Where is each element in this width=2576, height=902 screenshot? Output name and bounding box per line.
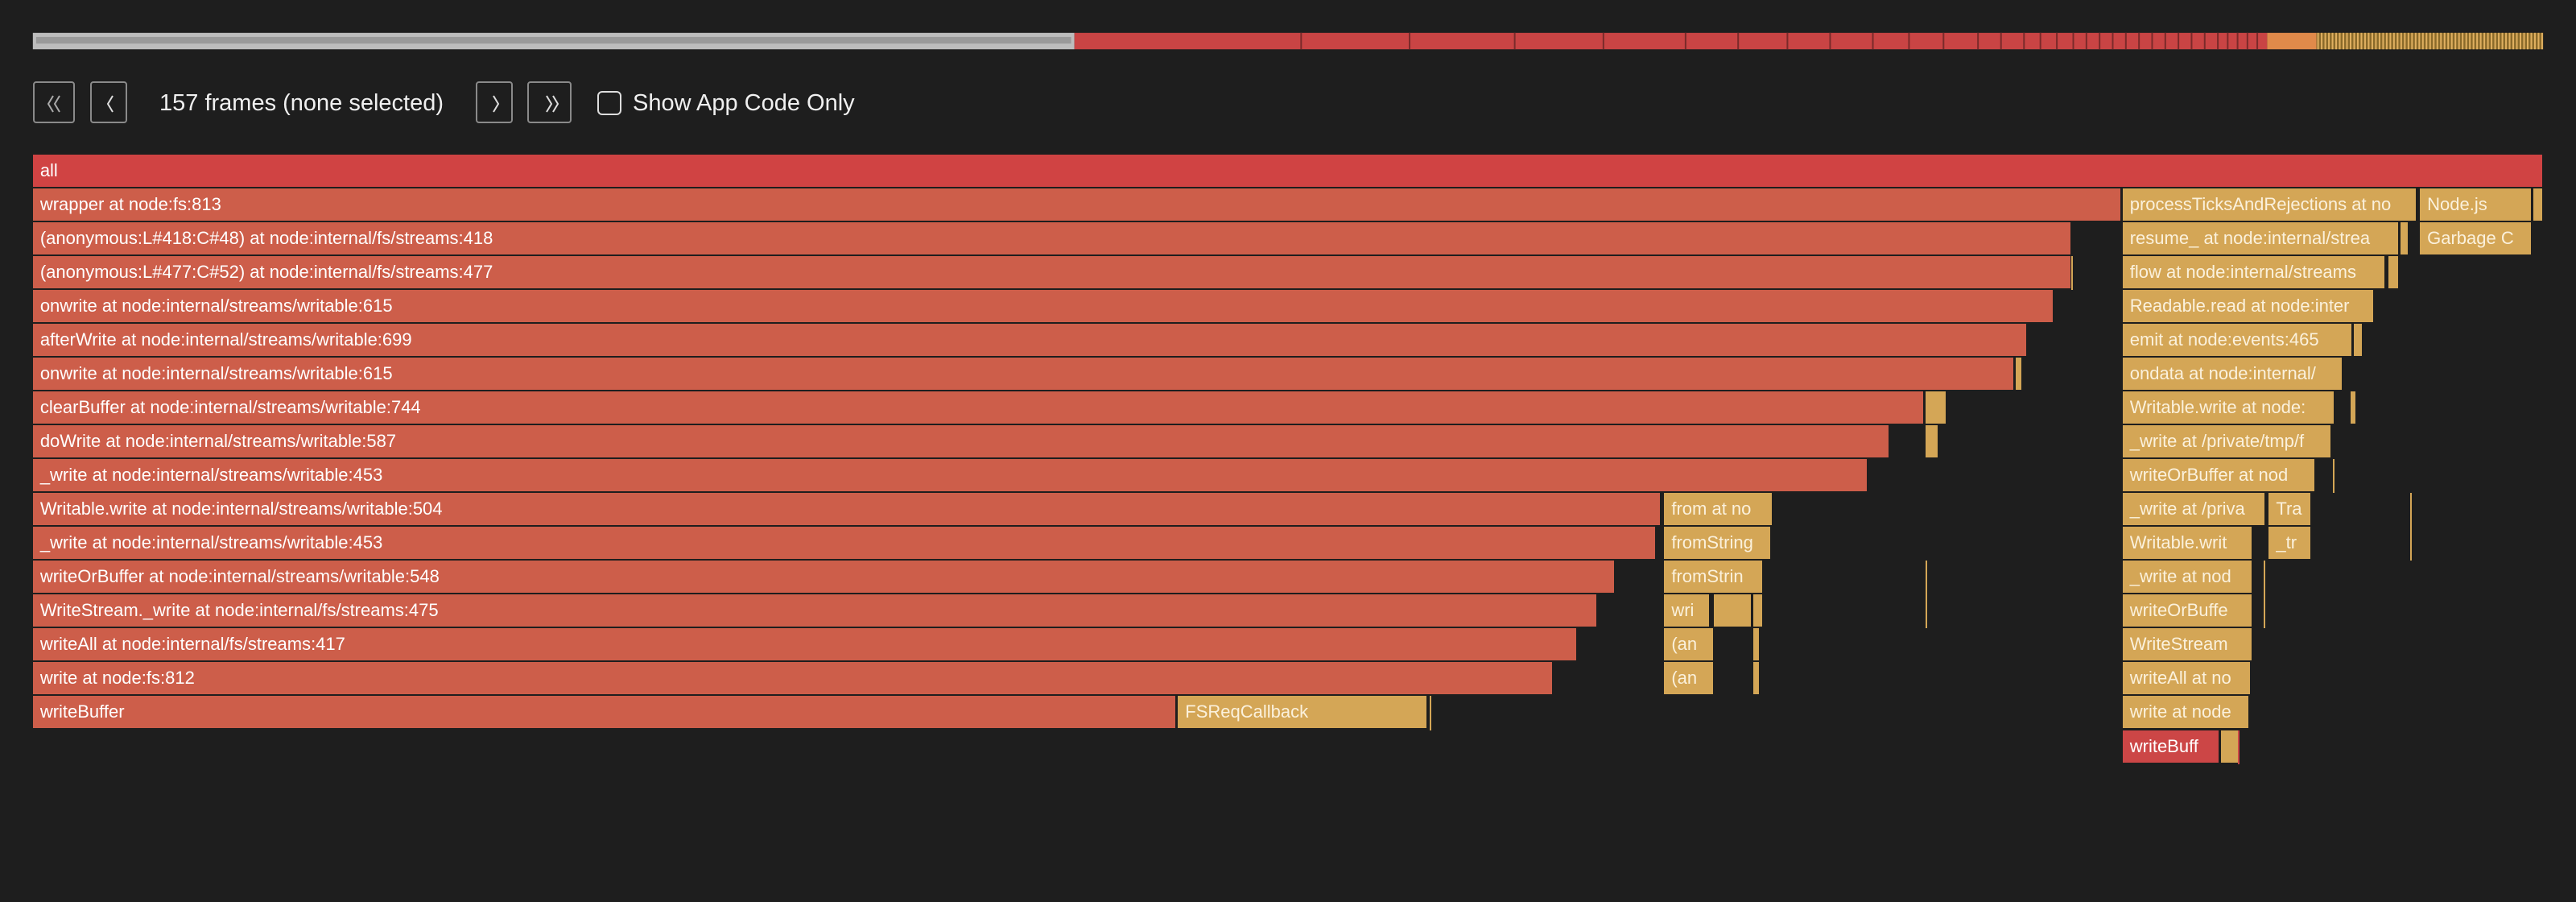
frame[interactable]: (an — [1664, 628, 1714, 661]
frame-count: 157 frames (none selected) — [159, 90, 444, 116]
frame[interactable]: WriteStream — [2122, 628, 2252, 661]
frame[interactable]: FSReqCallback — [1178, 696, 1428, 729]
minimap-track — [35, 36, 1071, 44]
frame[interactable] — [2533, 188, 2544, 221]
frame[interactable]: fromString — [1664, 527, 1771, 560]
frame[interactable] — [1752, 662, 1760, 695]
prev-button[interactable] — [90, 81, 127, 123]
frame[interactable]: writeBuff — [2122, 730, 2220, 763]
frame[interactable] — [2354, 324, 2363, 357]
frame[interactable]: writeBuffer — [32, 696, 1177, 729]
frame[interactable]: resume_ at node:internal/strea — [2122, 221, 2399, 254]
frame[interactable]: _write at nod — [2122, 561, 2252, 594]
frame-sliver — [1429, 696, 1431, 730]
frame[interactable] — [1925, 391, 1947, 424]
frame-sliver — [2237, 730, 2240, 764]
last-button[interactable] — [527, 81, 572, 123]
frame[interactable]: _write at /private/tmp/f — [2122, 425, 2331, 458]
frame[interactable]: writeAll at node:internal/fs/streams:417 — [32, 628, 1578, 661]
frame[interactable]: Node.js — [2420, 188, 2532, 221]
frame[interactable]: onwrite at node:internal/streams/writabl… — [32, 290, 2054, 322]
frame[interactable]: _write at node:internal/streams/writable… — [32, 459, 1868, 492]
frame-sliver — [2409, 493, 2412, 561]
first-button[interactable] — [33, 81, 75, 123]
frame[interactable] — [2016, 358, 2023, 391]
frame[interactable]: writeOrBuffer at nod — [2122, 459, 2315, 492]
frame[interactable]: Readable.read at node:inter — [2122, 290, 2374, 322]
frame[interactable]: WriteStream._write at node:internal/fs/s… — [32, 594, 1597, 627]
frame[interactable]: Writable.write at node:internal/streams/… — [32, 493, 1662, 526]
frame[interactable] — [2351, 391, 2356, 424]
frame[interactable]: write at node — [2122, 696, 2249, 729]
frame[interactable] — [1752, 628, 1760, 661]
frame[interactable]: wri — [1664, 594, 1711, 627]
frame[interactable] — [2400, 221, 2409, 254]
frame[interactable]: writeAll at no — [2122, 662, 2251, 695]
frame[interactable]: Garbage C — [2420, 221, 2532, 254]
frame[interactable] — [2221, 730, 2240, 763]
frame[interactable]: _write at node:internal/streams/writable… — [32, 527, 1657, 560]
frame[interactable]: Writable.writ — [2122, 527, 2252, 560]
next-button[interactable] — [476, 81, 513, 123]
frame[interactable]: doWrite at node:internal/streams/writabl… — [32, 425, 1889, 458]
minimap[interactable] — [0, 0, 2576, 64]
frame[interactable] — [1752, 594, 1763, 627]
frame[interactable]: from at no — [1664, 493, 1773, 526]
frame[interactable]: flow at node:internal/streams — [2122, 255, 2386, 288]
minimap-red — [1074, 32, 2268, 50]
frame[interactable]: (anonymous:L#418:C#48) at node:internal/… — [32, 221, 2072, 254]
frame[interactable]: Tra — [2268, 493, 2312, 526]
frame[interactable]: fromStrin — [1664, 561, 1763, 594]
frame[interactable]: writeOrBuffe — [2122, 594, 2252, 627]
frame[interactable]: ondata at node:internal/ — [2122, 358, 2343, 391]
frame[interactable]: emit at node:events:465 — [2122, 324, 2353, 357]
checkbox[interactable] — [597, 91, 621, 115]
frame[interactable] — [1925, 425, 1939, 458]
frame[interactable]: _write at /priva — [2122, 493, 2266, 526]
frame[interactable]: wrapper at node:fs:813 — [32, 188, 2121, 221]
frame[interactable] — [2388, 255, 2399, 288]
frame[interactable]: (anonymous:L#477:C#52) at node:internal/… — [32, 255, 2072, 288]
frame[interactable]: Writable.write at node: — [2122, 391, 2334, 424]
checkbox-label[interactable]: Show App Code Only — [633, 90, 855, 116]
frame-sliver — [1925, 561, 1927, 629]
frame[interactable] — [1713, 594, 1752, 627]
frame-sliver — [2264, 561, 2266, 629]
frame[interactable]: all — [32, 154, 2544, 187]
minimap-orange — [2267, 32, 2317, 50]
frame[interactable]: afterWrite at node:internal/streams/writ… — [32, 324, 2028, 357]
frame[interactable]: onwrite at node:internal/streams/writabl… — [32, 358, 2015, 391]
frame[interactable]: (an — [1664, 662, 1714, 695]
frame[interactable]: clearBuffer at node:internal/streams/wri… — [32, 391, 1924, 424]
frame-sliver — [2332, 459, 2334, 494]
frame-sliver — [2071, 255, 2074, 290]
frame[interactable]: write at node:fs:812 — [32, 662, 1553, 695]
frame[interactable]: writeOrBuffer at node:internal/streams/w… — [32, 561, 1616, 594]
frame[interactable]: _tr — [2268, 527, 2312, 560]
frame[interactable]: processTicksAndRejections at no — [2122, 188, 2417, 221]
